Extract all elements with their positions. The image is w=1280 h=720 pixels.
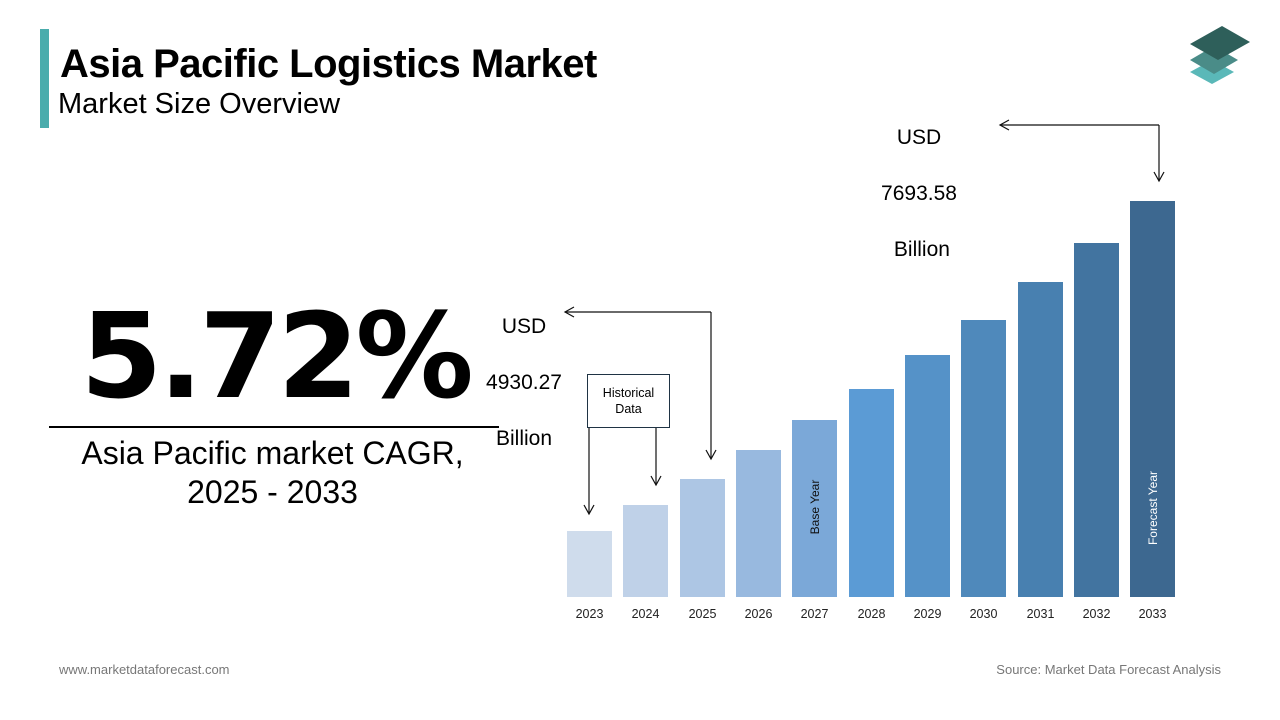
footer-website: www.marketdataforecast.com: [59, 662, 230, 677]
callout-unit: Billion: [888, 238, 950, 261]
bar-2024: [623, 505, 668, 597]
bar-2026: [736, 450, 781, 597]
callout-2033-value: USD 7693.58 Billion: [858, 96, 980, 292]
bar-2023: [567, 531, 612, 597]
bar-2031: [1018, 282, 1063, 597]
bar-2033: Forecast Year: [1130, 201, 1175, 597]
x-axis-label-2024: 2024: [631, 607, 660, 621]
x-axis-label-2026: 2026: [744, 607, 773, 621]
bar-2030: [961, 319, 1006, 597]
callout-currency: USD: [501, 315, 547, 338]
x-axis-label-2033: 2033: [1138, 607, 1167, 621]
title-accent-bar: [40, 29, 49, 128]
base-year-label: Base Year: [807, 479, 822, 535]
x-axis-label-2032: 2032: [1082, 607, 1111, 621]
x-axis-label-2029: 2029: [913, 607, 942, 621]
x-axis-label-2025: 2025: [688, 607, 717, 621]
bar-2027: Base Year: [792, 420, 837, 597]
callout-currency: USD: [896, 126, 942, 149]
bar-2025: [680, 478, 725, 597]
callout-unit: Billion: [495, 427, 553, 450]
bar-2028: [849, 388, 894, 597]
x-axis-label-2031: 2031: [1026, 607, 1055, 621]
x-axis-label-2023: 2023: [575, 607, 604, 621]
forecast-year-label: Forecast Year: [1145, 470, 1160, 546]
x-axis-label-2027: 2027: [800, 607, 829, 621]
x-axis-label-2028: 2028: [857, 607, 886, 621]
bar-2029: [905, 355, 950, 597]
historical-data-box: Historical Data: [587, 374, 670, 428]
callout-amount: 7693.58: [881, 182, 957, 205]
footer-source: Source: Market Data Forecast Analysis: [996, 662, 1221, 677]
bar-2032: [1074, 242, 1119, 597]
cagr-label: Asia Pacific market CAGR, 2025 - 2033: [81, 435, 464, 510]
page-title: Asia Pacific Logistics Market: [60, 42, 597, 86]
page-subtitle: Market Size Overview: [58, 88, 341, 120]
callout-amount: 4930.27: [486, 371, 562, 394]
stacked-layers-icon: [1190, 26, 1250, 84]
cagr-value: 5.72%: [80, 287, 473, 425]
x-axis-label-2030: 2030: [969, 607, 998, 621]
cagr-divider: [49, 426, 499, 428]
callout-2025-value: USD 4930.27 Billion: [468, 285, 580, 481]
